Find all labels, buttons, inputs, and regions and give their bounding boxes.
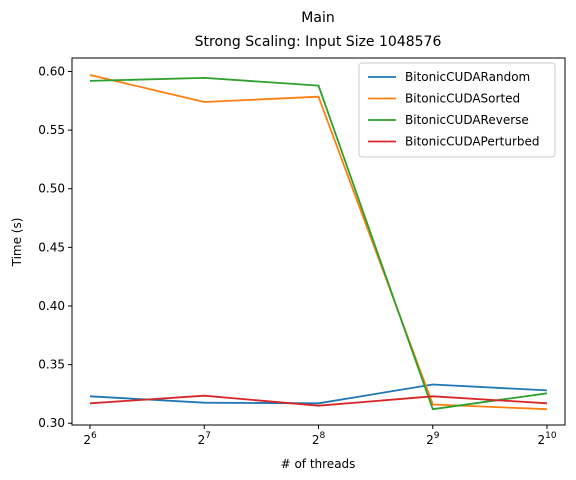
- y-axis-label: Time (s): [10, 218, 24, 268]
- y-tick-label: 0.30: [38, 416, 65, 430]
- plot-area: 0.30 0.35 0.40 0.45 0.50 0.55 0.60 26 27 28 29 210 B…: [38, 57, 566, 447]
- x-tick-label: 29: [426, 431, 440, 447]
- x-tick-label: 26: [83, 431, 97, 447]
- x-axis-label: # of threads: [281, 457, 356, 471]
- y-tick-label: 0.50: [38, 182, 65, 196]
- y-tick-label: 0.40: [38, 299, 65, 313]
- y-tick-label: 0.60: [38, 64, 65, 78]
- legend: BitonicCUDARandom BitonicCUDASorted Bitoni…: [358, 62, 556, 158]
- series-line-bitoniccudasorted: [89, 74, 548, 411]
- legend-label: BitonicCUDASorted: [405, 92, 520, 106]
- legend-box: [358, 62, 556, 158]
- y-tick-label: 0.35: [38, 358, 65, 372]
- series-line-bitoniccudarandom: [89, 383, 548, 405]
- legend-label: BitonicCUDAReverse: [405, 113, 529, 127]
- y-tick-label: 0.45: [38, 240, 65, 254]
- y-tick-label: 0.55: [38, 123, 65, 137]
- legend-label: BitonicCUDARandom: [405, 70, 530, 84]
- x-tick-label: 27: [198, 431, 211, 447]
- legend-label: BitonicCUDAPerturbed: [405, 135, 540, 149]
- x-tick-label: 28: [312, 431, 326, 447]
- series-line-bitoniccudaperturbed: [89, 394, 548, 407]
- chart-title: Main: [301, 10, 334, 26]
- series-line-bitoniccudareverse: [89, 77, 548, 411]
- chart-subtitle: Strong Scaling: Input Size 1048576: [195, 34, 442, 50]
- x-tick-label: 210: [537, 431, 556, 447]
